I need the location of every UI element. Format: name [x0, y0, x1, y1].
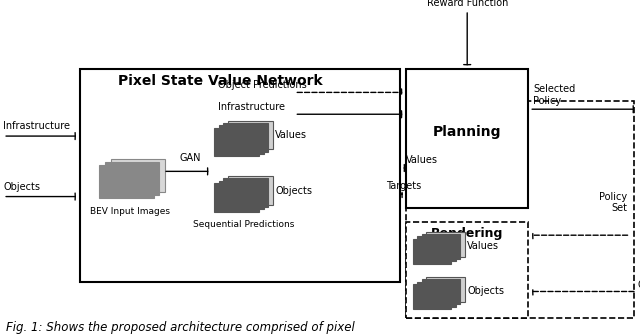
Text: Values: Values [467, 241, 499, 251]
Bar [422, 234, 460, 259]
Bar [219, 125, 264, 154]
Bar [422, 279, 460, 304]
Text: Selected
Policy: Selected Policy [533, 84, 575, 106]
Text: Pixel State Value Network: Pixel State Value Network [118, 74, 323, 88]
Text: Objects: Objects [467, 287, 504, 296]
Bar [219, 181, 264, 209]
Bar [426, 277, 465, 302]
Bar [223, 178, 268, 207]
Bar [228, 121, 273, 149]
Text: Rendering: Rendering [431, 227, 504, 240]
Bar [105, 162, 159, 195]
Text: Objects: Objects [3, 182, 40, 192]
Text: Objects: Objects [275, 186, 312, 196]
Text: Object Predictions: Object Predictions [218, 80, 307, 90]
Text: Sequential Predictions: Sequential Predictions [193, 220, 294, 229]
Text: GAN: GAN [180, 153, 201, 163]
Text: Targets: Targets [385, 181, 421, 192]
Text: Infrastructure: Infrastructure [218, 101, 285, 112]
Text: Planning: Planning [433, 125, 502, 139]
Bar [214, 183, 259, 212]
Text: Reward Function: Reward Function [426, 0, 508, 8]
Bar [406, 69, 528, 208]
Bar [214, 128, 259, 156]
Text: Infrastructure: Infrastructure [3, 121, 70, 131]
Bar [111, 159, 165, 192]
Text: Policy
Set: Policy Set [599, 192, 627, 213]
Bar [417, 282, 456, 307]
Text: Fig. 1: Shows the proposed architecture comprised of pixel: Fig. 1: Shows the proposed architecture … [6, 321, 355, 334]
Bar [413, 239, 451, 264]
Bar [80, 69, 400, 282]
Bar [406, 222, 528, 318]
Bar [417, 236, 456, 261]
Text: Values: Values [275, 130, 307, 140]
Text: Values: Values [406, 155, 438, 165]
Bar [406, 101, 634, 318]
Text: BEV Input Images: BEV Input Images [90, 207, 170, 216]
Bar [99, 165, 154, 198]
Bar [426, 232, 465, 257]
Text: Object Predictions: Object Predictions [638, 280, 640, 290]
Bar [413, 284, 451, 309]
Bar [223, 123, 268, 152]
Bar [228, 176, 273, 205]
